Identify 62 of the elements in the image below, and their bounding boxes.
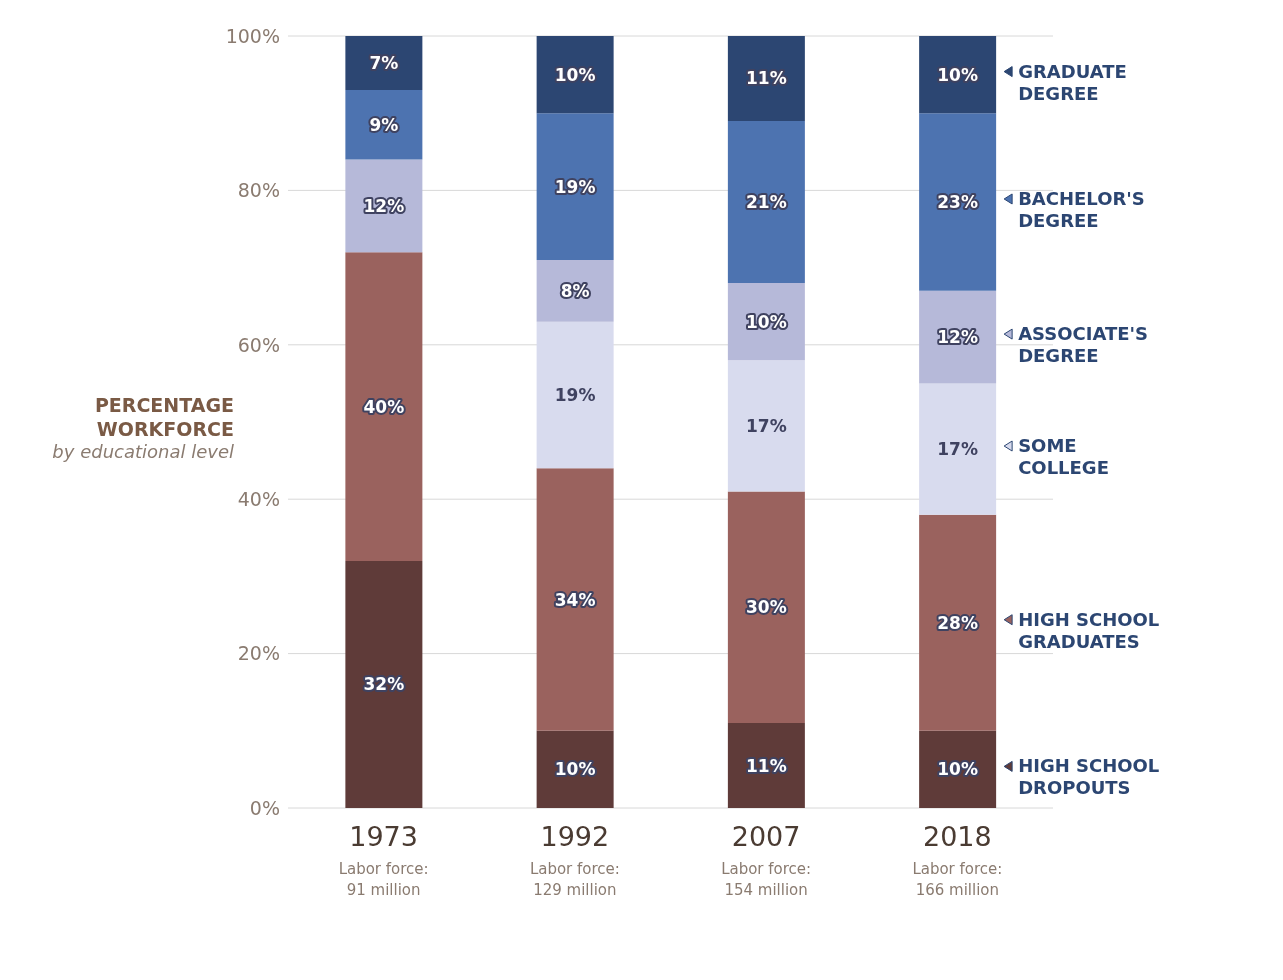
bar xyxy=(919,113,997,291)
bar xyxy=(727,120,805,284)
text: Labor force: 91 million xyxy=(338,860,429,899)
data-label: 8% xyxy=(560,280,590,301)
text: Labor force: 166 million xyxy=(912,860,1003,899)
data-label: 10% xyxy=(554,759,596,780)
bar xyxy=(919,514,997,731)
bar xyxy=(345,252,423,561)
bar xyxy=(727,491,805,724)
data-label: 19% xyxy=(554,384,596,405)
text: Labor force: 154 million xyxy=(721,860,812,899)
y-tick-label: 20% xyxy=(237,642,280,665)
y-tick-label: 0% xyxy=(249,796,280,819)
data-label: 10% xyxy=(937,759,978,780)
legend-label: BACHELOR'S DEGREE xyxy=(1018,187,1145,231)
bar xyxy=(536,321,614,469)
data-label: 7% xyxy=(369,53,399,74)
legend-label: SOME COLLEGE xyxy=(1018,435,1109,479)
x-tick-label: 2007 xyxy=(731,821,801,852)
bar xyxy=(536,468,614,731)
data-label: 19% xyxy=(554,176,596,197)
text: Labor force: 129 million xyxy=(529,860,620,899)
x-tick-label: 1992 xyxy=(540,821,610,852)
data-label: 11% xyxy=(746,755,787,776)
data-label: 28% xyxy=(937,612,978,633)
data-label: 40% xyxy=(363,396,405,417)
data-label: 34% xyxy=(554,589,596,610)
bar xyxy=(345,159,423,253)
data-label: 17% xyxy=(746,415,787,436)
y-tick-label: 100% xyxy=(225,24,280,47)
data-label: 9% xyxy=(369,114,399,135)
bar xyxy=(727,360,805,492)
data-label: 10% xyxy=(937,64,978,85)
data-label: 30% xyxy=(746,597,787,618)
y-tick-label: 40% xyxy=(237,487,280,510)
x-tick-label: 1973 xyxy=(349,821,418,852)
bar xyxy=(536,113,614,260)
legend-label: GRADUATE DEGREE xyxy=(1018,60,1127,104)
legend-label: HIGH SCHOOL DROPOUTS xyxy=(1018,755,1160,799)
bar xyxy=(345,90,423,160)
data-label: 21% xyxy=(746,191,787,212)
data-label: 23% xyxy=(937,191,978,212)
text: by educational level xyxy=(51,441,234,462)
data-label: 12% xyxy=(363,195,405,216)
data-label: 10% xyxy=(746,311,787,332)
x-tick-label: 2018 xyxy=(923,821,992,852)
legend-label: ASSOCIATE'S DEGREE xyxy=(1018,323,1148,367)
bar xyxy=(727,723,805,808)
data-label: 32% xyxy=(363,674,405,695)
legend-label: HIGH SCHOOL GRADUATES xyxy=(1018,608,1160,652)
y-axis-title: PERCENTAGE WORKFORCE xyxy=(93,393,234,441)
data-label: 10% xyxy=(554,64,596,85)
bar xyxy=(919,290,997,384)
bar xyxy=(536,259,614,322)
data-label: 11% xyxy=(746,68,787,89)
data-label: 12% xyxy=(937,327,978,348)
bar xyxy=(345,560,423,808)
y-tick-label: 60% xyxy=(237,333,280,356)
y-tick-label: 80% xyxy=(237,179,280,202)
bar xyxy=(919,383,997,515)
bar xyxy=(727,36,805,121)
data-label: 17% xyxy=(937,439,978,460)
